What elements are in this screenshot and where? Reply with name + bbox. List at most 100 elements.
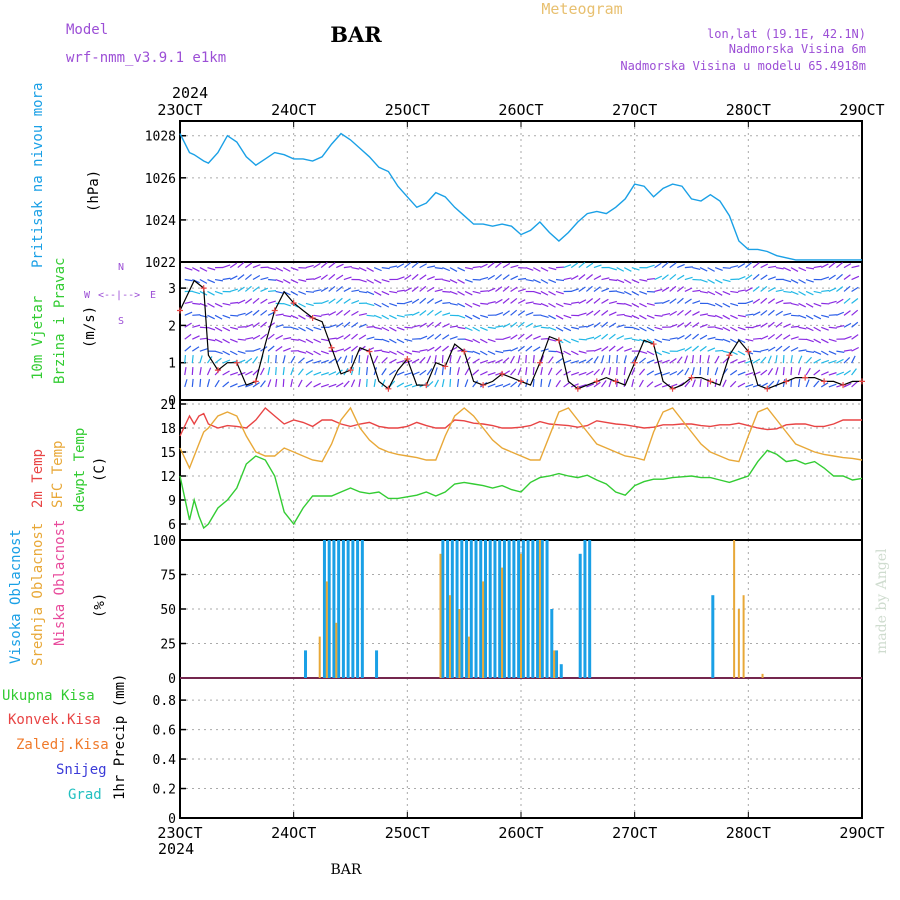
wind-barb: [381, 368, 387, 376]
wind-barb: [441, 355, 444, 364]
wind-barb: [191, 355, 194, 364]
ytick-label: 12: [160, 470, 176, 485]
wind-barb: [608, 379, 613, 388]
wind-barb: [434, 355, 437, 364]
wind-barb: [487, 383, 496, 388]
wind-barb: [449, 346, 458, 352]
wind-barb: [715, 349, 724, 352]
wind-barb: [366, 336, 375, 340]
wind-barb: [199, 348, 208, 352]
wind-barb: [798, 302, 806, 308]
wind-barb: [593, 286, 601, 292]
wind-barb: [851, 265, 860, 269]
wind-barb: [404, 300, 413, 304]
station-elevation: Nadmorska Visina 6m: [729, 42, 866, 56]
wind-barb: [548, 338, 557, 342]
cloud-bar: [517, 540, 521, 678]
wind-barb: [601, 380, 607, 388]
wind-barb: [737, 371, 746, 376]
wind-barb: [676, 356, 683, 364]
wind-barb: [237, 338, 246, 341]
wind-barb: [396, 338, 405, 344]
wind-barb: [434, 333, 442, 340]
wind-gust-marker: [726, 352, 733, 359]
wind-barb: [699, 334, 708, 340]
wind-barb: [434, 266, 443, 270]
wind-barb: [798, 349, 807, 352]
wind-barb: [623, 378, 626, 387]
wind-barb: [464, 314, 473, 320]
wind-barb: [654, 275, 663, 281]
wind-barb: [639, 314, 647, 320]
wind-barb: [283, 314, 292, 318]
wind-barb: [487, 338, 496, 343]
wind-barb: [775, 289, 784, 293]
wind-barb: [464, 338, 473, 343]
wind-barb: [745, 300, 754, 304]
wind-barb: [836, 262, 843, 269]
wind-barb: [737, 360, 746, 364]
cloud-bar: [322, 540, 326, 678]
precip-legend-grad: Grad: [68, 787, 102, 803]
wind-gust-marker: [574, 385, 581, 392]
wind-barb: [715, 338, 724, 341]
wind-barb: [813, 380, 820, 388]
wind-barb: [321, 313, 330, 316]
wind-barb: [419, 263, 427, 269]
wind-barb: [692, 345, 699, 352]
wind-barb: [798, 290, 806, 296]
wind-barb: [358, 278, 367, 283]
wind-barb: [624, 302, 632, 307]
precip-legend-conv: Konvek.Kisa: [8, 712, 101, 728]
wind-barb: [851, 286, 859, 292]
wind-barb: [252, 309, 260, 316]
wind-barb: [745, 313, 754, 316]
wind-barb: [472, 326, 481, 332]
wind-gust-marker: [707, 378, 714, 385]
wind-barb: [555, 326, 564, 332]
wind-barb: [851, 334, 859, 340]
wind-barb: [434, 299, 443, 304]
wind-barb: [245, 323, 253, 328]
wind-barb: [245, 370, 253, 376]
wind-barb: [639, 326, 647, 332]
cloud-bar: [526, 540, 530, 678]
wind-barb: [487, 350, 496, 356]
wind-barb: [449, 366, 452, 376]
wind-barb: [805, 379, 810, 388]
wind-barb: [571, 371, 579, 376]
wind-barb: [457, 326, 466, 330]
wind-barb: [563, 381, 571, 388]
ytick-label: 0: [168, 672, 176, 687]
wind-barb: [836, 298, 844, 304]
wind-barb: [631, 290, 640, 296]
wind-gust-marker: [404, 355, 411, 362]
wind-barb: [396, 314, 405, 318]
wind-barb: [389, 326, 397, 332]
wind-barb: [737, 326, 746, 331]
wind-barb: [275, 366, 277, 376]
wind-barb: [320, 383, 329, 388]
wind-unit: (m/s): [82, 306, 98, 348]
wind-barb: [457, 267, 466, 272]
wind-barb: [525, 355, 527, 364]
wind-barb: [517, 321, 525, 328]
wind-barb: [798, 267, 807, 272]
wind-barb: [730, 326, 738, 332]
wind-barb: [714, 355, 720, 364]
wind-barb: [616, 278, 625, 284]
ytick-label: 75: [160, 569, 176, 584]
wind-gust-marker: [764, 385, 771, 392]
wind-barb: [646, 381, 654, 388]
wind-barb: [775, 310, 783, 316]
wind-barb: [252, 264, 261, 269]
wind-barb: [540, 302, 549, 308]
wind-barb: [282, 279, 291, 284]
wind-barb: [525, 311, 534, 316]
wind-barb: [328, 311, 337, 316]
wind-barb: [388, 369, 397, 376]
wind-gust-marker: [442, 363, 449, 370]
wind-barb: [646, 314, 655, 319]
wind-barb: [449, 267, 458, 272]
wind-barb: [487, 262, 495, 269]
